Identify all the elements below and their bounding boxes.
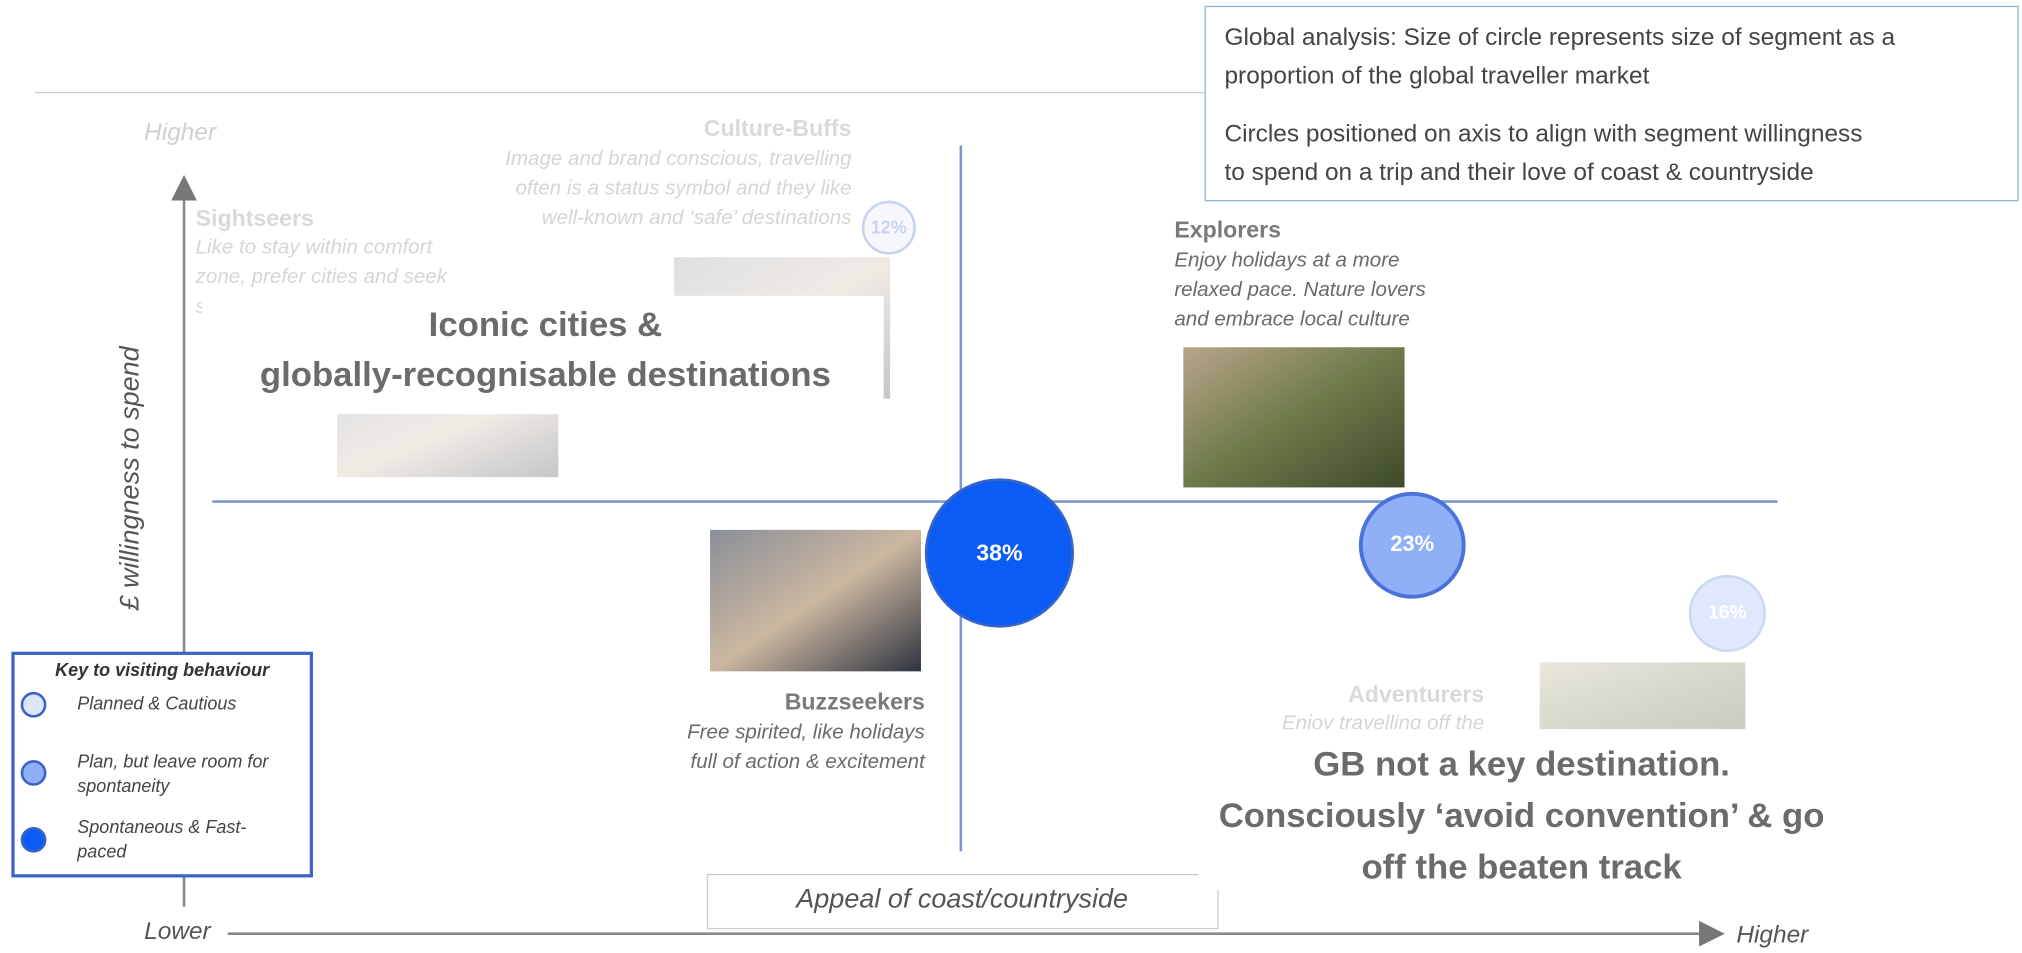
callout: off the beaten track	[1361, 849, 1682, 887]
callout: Iconic cities &	[429, 306, 662, 344]
key-label: Planned & Cautious	[77, 694, 236, 714]
axis-high: Higher	[1736, 922, 1809, 949]
segment-desc: relaxed pace. Nature lovers	[1174, 278, 1425, 301]
key-swatch	[20, 691, 47, 718]
info-text: proportion of the global traveller marke…	[1224, 63, 1649, 90]
callout-box	[202, 295, 884, 415]
callout: Consciously ‘avoid convention’ & go	[1219, 797, 1825, 835]
segment-desc: and embrace local culture	[1174, 308, 1409, 331]
segment-name: Adventurers	[1348, 681, 1484, 707]
segment-desc: often is a status symbol and they like	[515, 176, 851, 199]
faded-segments: 16% Adventurers Enjoy travelling off the	[1282, 574, 1766, 735]
photo	[710, 529, 921, 672]
segment-bubble	[924, 478, 1075, 628]
segment-share: 38%	[976, 539, 1022, 565]
info-text: Global analysis: Size of circle represen…	[1224, 24, 1895, 51]
segment-desc: Free spirited, like holidays	[687, 721, 925, 744]
callout-box	[1198, 729, 1855, 890]
key-label: Plan, but leave room for	[77, 751, 269, 771]
callout: GB not a key destination.	[1313, 746, 1730, 784]
segment-desc: Like to stay within comfort	[196, 236, 434, 259]
segment-desc: s	[196, 295, 206, 318]
y-axis-label: £ willingness to spend	[114, 345, 144, 611]
key-swatch	[20, 826, 47, 853]
key-label: paced	[76, 841, 127, 861]
callout: globally-recognisable destinations	[260, 356, 831, 394]
segment-share: 23%	[1390, 531, 1434, 556]
key-label: Spontaneous & Fast-	[77, 817, 246, 837]
segment-share: 16%	[1708, 603, 1747, 624]
x-label-box	[706, 873, 1219, 930]
segment-bubble	[1358, 491, 1466, 599]
segment-bubble	[861, 200, 916, 255]
axis-high: Higher	[144, 119, 217, 146]
segment-desc: well-known and ‘safe’ destinations	[542, 206, 852, 229]
segment-name: Sightseers	[196, 205, 314, 231]
axis-low: Lower	[144, 918, 211, 945]
key-label: spontaneity	[77, 776, 170, 796]
segment-desc: zone, prefer cities and seek	[195, 265, 449, 288]
segment-share: 12%	[871, 218, 907, 238]
segment-desc: full of action & excitement	[691, 750, 927, 773]
segment-desc: Image and brand conscious, travelling	[505, 147, 852, 170]
key-title: Key to visiting behaviour	[55, 660, 270, 680]
info-text: to spend on a trip and their love of coa…	[1224, 159, 1813, 186]
segment-desc: Enjoy holidays at a more	[1174, 249, 1399, 272]
key-box	[11, 651, 313, 878]
info-text: Circles positioned on axis to align with…	[1224, 120, 1862, 147]
segment-name: Explorers	[1174, 217, 1281, 243]
segment-desc: Enjoy travelling off the	[1282, 712, 1484, 735]
info-box	[1204, 5, 2019, 202]
x-axis-label: Appeal of coast/countryside	[794, 883, 1128, 913]
key-swatch	[20, 760, 47, 786]
photo	[1183, 347, 1405, 488]
segment-name: Buzzseekers	[785, 689, 925, 715]
segment-bubble	[1688, 574, 1766, 653]
photo	[1539, 662, 1746, 730]
segment-name: Culture-Buffs	[704, 115, 852, 141]
